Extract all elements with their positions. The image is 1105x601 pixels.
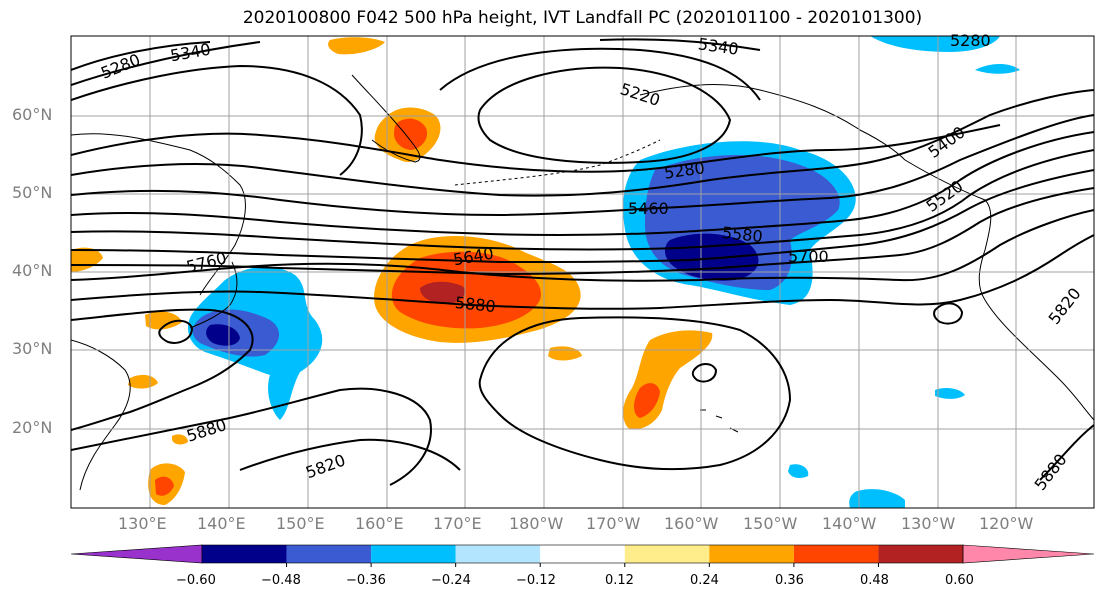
contour-closed-small-2 [691,363,718,383]
ivt-pos-light-small-f [172,434,188,445]
contour-closed-north [477,66,732,164]
contour-5280-mid [71,124,1001,173]
contour-5640 [71,169,1094,264]
map-frame [70,35,1095,509]
ivt-pos-mid-hawaii [634,383,660,418]
ivt-pos-mid-central [391,251,541,329]
ivt-pos-mid-small-e [155,476,174,496]
lon-label: 140°W [822,514,877,533]
ivt-neg-light-boxtop [870,36,1000,52]
lat-label-60n: 60°N [12,105,53,124]
colorbar-tick-label: 0.36 [775,573,804,588]
lon-label: 140°E [197,514,246,533]
lon-label: 150°E [276,514,325,533]
ivt-neg-light-small-3 [975,64,1020,74]
colorbar-tick-label: 0.48 [860,573,889,588]
lon-label: 130°W [901,514,956,533]
ivt-pos-light-small-d [145,311,182,330]
contour-5880-east [1039,424,1094,481]
lon-label: 130°E [118,514,167,533]
contour-label: 5700 [788,247,829,266]
ivt-pos-strong-central [420,281,466,304]
colorbar-tick-label: 0.24 [690,573,719,588]
contour-line-nw-a [71,64,363,176]
colorbar-tick-label: −0.60 [176,573,216,588]
contour-5820 [71,234,1094,310]
contour-5520 [71,131,1094,237]
ivt-neg-light-sw [849,489,905,508]
contour-label: 5460 [628,199,669,218]
contour-5400 [71,89,1094,197]
ivt-pos-mid-kamchatka [394,118,428,150]
coast-japan [189,261,238,329]
lat-label-30n: 30°N [12,339,53,358]
contour-closed-japan [158,319,194,344]
contour-5580 [71,149,1094,251]
colorbar-swatch [878,545,963,563]
contour-5760 [71,209,1094,282]
colorbar-tick-label: −0.24 [431,573,471,588]
ivt-neg-light-small-2 [935,387,965,399]
coast-aleutians [454,139,661,186]
colorbar-outline [201,544,964,564]
contour-5820-south [239,438,461,471]
contour-high-center [478,316,792,471]
map-title: 2020100800 F042 500 hPa height, IVT Land… [242,8,923,28]
contour-5880-main [71,308,254,431]
colorbar-tick-label: −0.12 [516,573,556,588]
lon-label: 170°E [433,514,482,533]
colorbar-tick-label: −0.36 [346,573,386,588]
lat-label-40n: 40°N [12,261,53,280]
colorbar-swatch [709,545,794,563]
contour-5700 [71,187,1094,276]
colorbar-swatch [70,544,203,564]
colorbar-swatch [624,545,710,563]
ivt-pos-light-top [328,37,385,55]
ivt-negative-shading [187,36,1020,508]
lat-label-20n: 20°N [12,418,53,437]
colorbar-swatch [962,544,1095,564]
height-contours [71,38,1094,486]
lon-label: 120°W [979,514,1034,533]
colorbar-tick-label: 0.60 [945,573,974,588]
lon-label: 180°W [509,514,564,533]
lon-label: 160°W [664,514,719,533]
ivt-neg-light-small-1 [788,464,809,479]
contour-label: 5580 [721,223,763,246]
contour-5220 [439,47,761,101]
contour-5460 [71,114,1094,217]
lon-label: 170°W [586,514,641,533]
contour-5340-top [599,38,761,51]
colorbar-tick-label: −0.48 [261,573,301,588]
colorbar-tick-label: 0.12 [605,573,634,588]
contour-label: 5280 [950,31,991,50]
contour-label: 5880 [454,293,496,316]
lon-label: 160°E [355,514,404,533]
contour-5880-south [71,387,432,486]
colorbar-swatch [371,545,456,563]
colorbar-swatch [286,545,372,563]
ivt-neg-strong-west [206,324,240,346]
colorbar [70,544,1095,567]
contour-closed-small-1 [933,302,964,325]
colorbar-swatch [455,545,541,563]
contour-5280-nw [71,41,211,71]
colorbar-swatch [540,545,625,563]
contour-5340-nw [71,41,261,86]
coast-china [71,339,131,491]
lon-label: 150°W [743,514,798,533]
colorbar-swatch [793,545,879,563]
colorbar-swatch [202,545,287,563]
lat-label-50n: 50°N [12,183,53,202]
coast-kamchatka [351,74,421,163]
